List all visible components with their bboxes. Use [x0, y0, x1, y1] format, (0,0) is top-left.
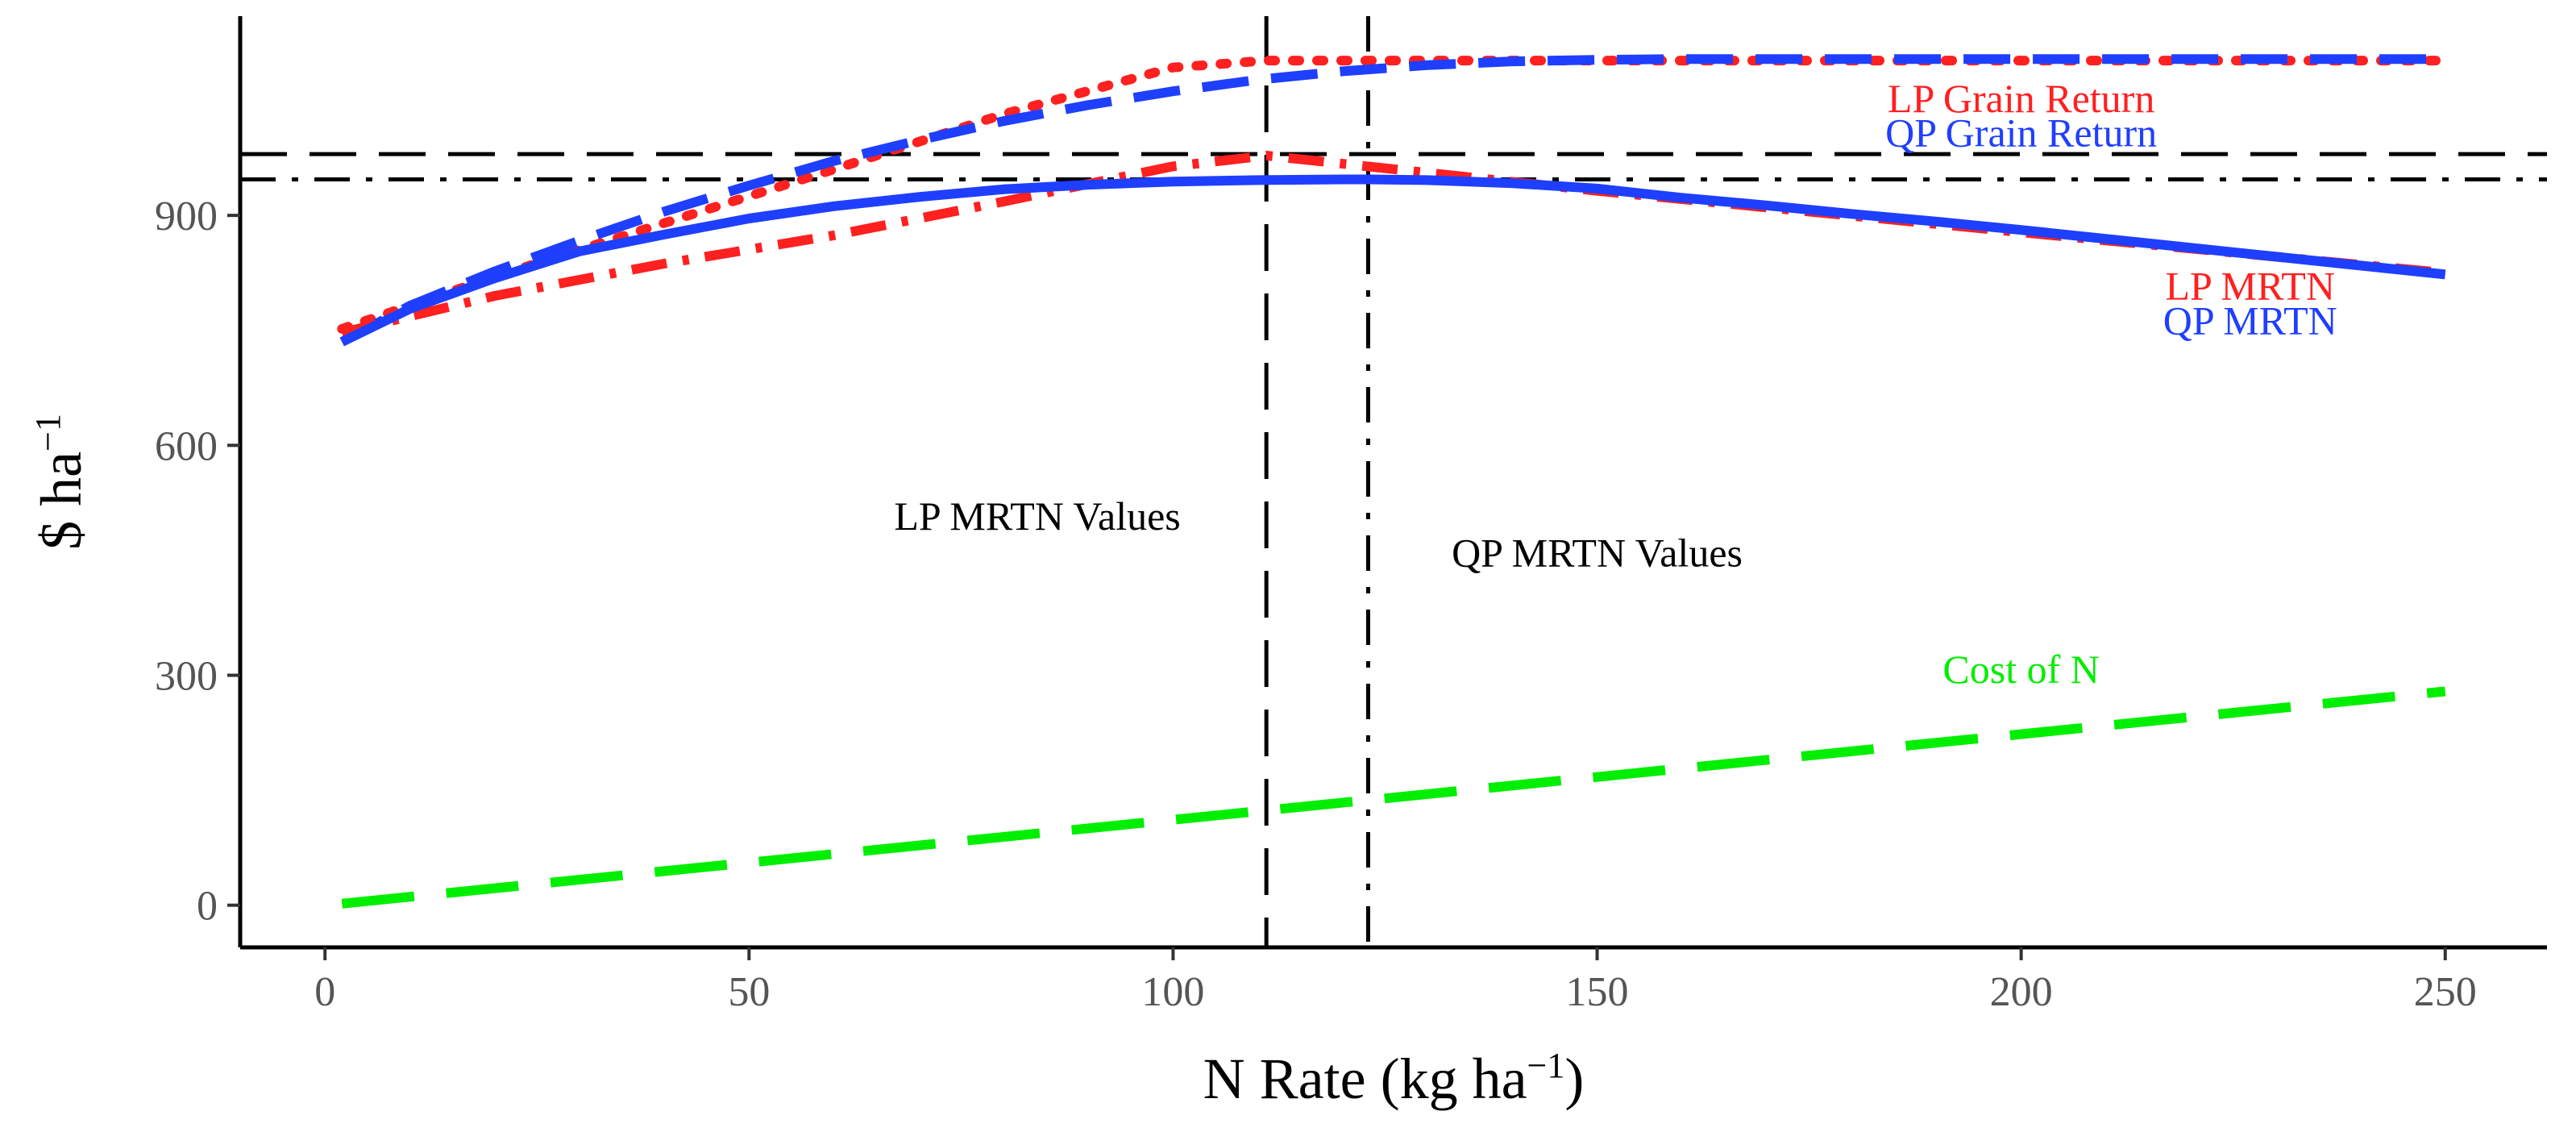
series-line-qp-mrtn [339, 174, 2446, 347]
x-tick-label: 0 [314, 969, 335, 1015]
series-line-qp-grain-return [339, 54, 2445, 347]
x-tick-label: 200 [1990, 969, 2053, 1015]
y-tick-label: 0 [197, 884, 218, 930]
reference-lines [240, 16, 2547, 947]
x-tick-label: 250 [2414, 969, 2477, 1015]
series-line-cost-of-n [341, 686, 2446, 909]
y-tick-label: 300 [155, 654, 218, 700]
annotation-lp-mrtn-values: LP MRTN Values [894, 493, 1180, 539]
axes [238, 16, 2547, 950]
annotation-lp-grain-return: LP Grain Return [1888, 76, 2154, 121]
x-tick-label: 150 [1566, 969, 1629, 1015]
y-axis-title: $ ha−1 [28, 414, 93, 550]
annotation-qp-mrtn: QP MRTN [2163, 298, 2337, 343]
series-lines [337, 54, 2450, 909]
annotation-qp-mrtn-values: QP MRTN Values [1452, 531, 1743, 576]
y-tick-label: 600 [155, 423, 218, 469]
annotation-lp-mrtn: LP MRTN [2166, 264, 2335, 309]
x-tick-label: 50 [728, 969, 770, 1015]
annotation-qp-grain-return: QP Grain Return [1885, 110, 2157, 156]
x-tick-label: 100 [1141, 969, 1204, 1015]
y-tick-label: 900 [155, 194, 218, 239]
x-axis-title: N Rate (kg ha−1) [1203, 1046, 1585, 1111]
annotation-cost-of-n: Cost of N [1942, 647, 2099, 692]
ticks: 0 50 100 150 200 250 0 300 600 900 [155, 194, 2477, 1015]
